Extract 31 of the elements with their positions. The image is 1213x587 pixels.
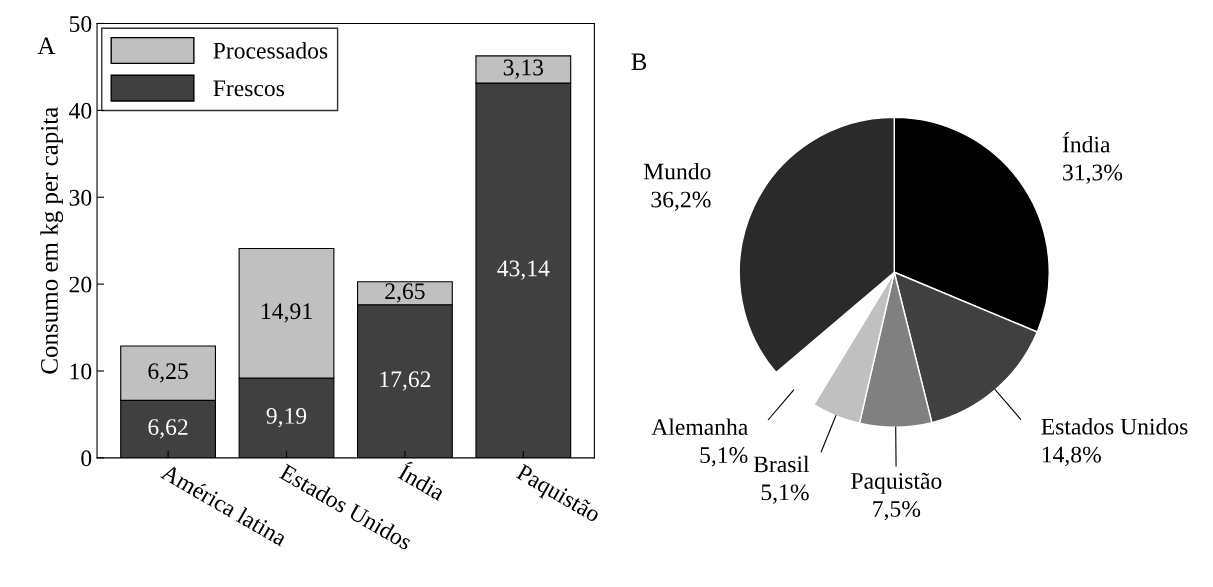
y-tick-label: 10	[70, 363, 92, 380]
data-label: 5,1%	[700, 447, 748, 467]
data-label: 6,62	[148, 419, 188, 439]
data-label: 3,13	[503, 59, 544, 79]
y-axis-title: Consumo em kg per capita	[40, 107, 64, 374]
data-label: 2,65	[385, 283, 425, 303]
y-tick-label: 0	[81, 450, 92, 467]
slice-label: Mundo	[643, 162, 711, 180]
legend-label: Processados	[213, 42, 328, 59]
data-label: 43,14	[497, 260, 550, 280]
data-label: 17,62	[380, 371, 431, 391]
legend-label: Frescos	[213, 80, 285, 97]
y-tick-label: 50	[69, 15, 92, 32]
data-label: 14,8%	[1042, 446, 1101, 466]
data-label: 31,3%	[1063, 164, 1123, 184]
y-tick-label: 20	[69, 276, 92, 293]
text: B	[631, 53, 647, 70]
slice-label: Índia	[1062, 132, 1111, 153]
x-tick-label: Índia	[397, 459, 449, 502]
y-tick-label: 40	[69, 102, 92, 119]
data-label: 7,5%	[873, 500, 921, 521]
data-label: 36,2%	[651, 191, 711, 211]
slice-label: Estados Unidos	[1041, 417, 1188, 435]
data-label: 14,91	[262, 303, 312, 323]
y-tick-label: 30	[69, 189, 92, 206]
data-label: 9,19	[266, 407, 307, 428]
data-label: 5,1%	[761, 484, 809, 504]
data-label: 6,25	[148, 363, 188, 383]
text: A	[37, 37, 56, 54]
slice-label: Alemanha	[651, 418, 748, 436]
slice-label: Brasil	[753, 455, 810, 473]
